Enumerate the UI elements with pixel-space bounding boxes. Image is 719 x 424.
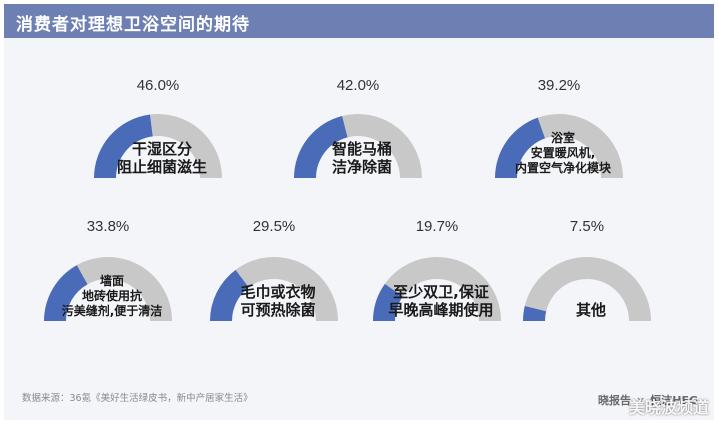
gauge-category-label: 智能马桶 (332, 140, 392, 158)
gauge-category-label: 可预热除菌 (240, 301, 315, 319)
gauge-category-label: 内置空气净化模块 (515, 160, 612, 175)
gauge-filled-arc (495, 117, 546, 178)
gauge-filled-arc (523, 306, 547, 321)
gauge-remaining-arc (235, 257, 338, 321)
gauge-category-label: 其他 (576, 301, 606, 319)
gauge-category-label: 污美缝剂,便于清洁 (62, 303, 163, 318)
watermark-text: 美晓波频道 (628, 398, 709, 417)
gauge-remaining-arc (342, 114, 422, 178)
gauge-remaining-arc (537, 114, 623, 178)
gauge-remaining-arc (149, 114, 222, 178)
gauge-category-label: 安置暖风机, (531, 145, 596, 160)
title-bar: 消费者对理想卫浴空间的期待 (4, 4, 714, 38)
brand-separator: × (636, 394, 646, 407)
gauge-7: 7.5% 其他 (523, 218, 651, 321)
gauge-category-label: 地砖使用抗 (82, 288, 142, 303)
gauge-category-label: 毛巾或衣物 (240, 283, 315, 301)
gauge-filled-arc (94, 114, 153, 178)
gauge-value-label: 46.0% (137, 77, 180, 94)
brand-logos: 晓报告 × 恒洁HEG (598, 392, 698, 408)
gauge-value-label: 42.0% (337, 77, 380, 94)
brand-xiao-report: 晓报告 (598, 394, 632, 407)
gauge-category-label: 阻止细菌滋生 (117, 158, 207, 176)
data-source-note: 数据来源：36氪《美好生活绿皮书，新中产居家生活》 (22, 393, 253, 404)
gauge-remaining-arc (76, 257, 172, 321)
gauge-filled-arc (373, 283, 403, 321)
gauge-value-label: 39.2% (538, 77, 581, 94)
brand-hegii: 恒洁HEG (650, 394, 698, 407)
gauge-category-label: 浴室 (551, 130, 575, 145)
gauge-value-label: 19.7% (416, 218, 459, 235)
gauge-category-label: 早晚高峰期使用 (388, 301, 493, 319)
gauge-filled-arc (44, 265, 88, 321)
gauge-value-label: 33.8% (87, 218, 130, 235)
gauge-category-label: 墙面 (100, 273, 124, 288)
gauge-filled-arc (210, 269, 249, 321)
gauge-category-label: 洁净除菌 (332, 158, 392, 176)
gauge-category-label: 干湿区分 (132, 140, 192, 158)
gauge-remaining-arc (384, 257, 501, 321)
infographic: 消费者对理想卫浴空间的期待 46.0% 干湿区分 阻止细菌滋生 42.0% 智能马桶 洁净… (4, 4, 714, 420)
gauge-value-label: 7.5% (570, 218, 604, 235)
gauge-value-label: 29.5% (253, 218, 296, 235)
page-title: 消费者对理想卫浴空间的期待 (16, 15, 250, 35)
gauge-category-label: 至少双卫,保证 (393, 283, 489, 301)
gauge-remaining-arc (524, 256, 651, 321)
gauge-filled-arc (294, 116, 348, 178)
